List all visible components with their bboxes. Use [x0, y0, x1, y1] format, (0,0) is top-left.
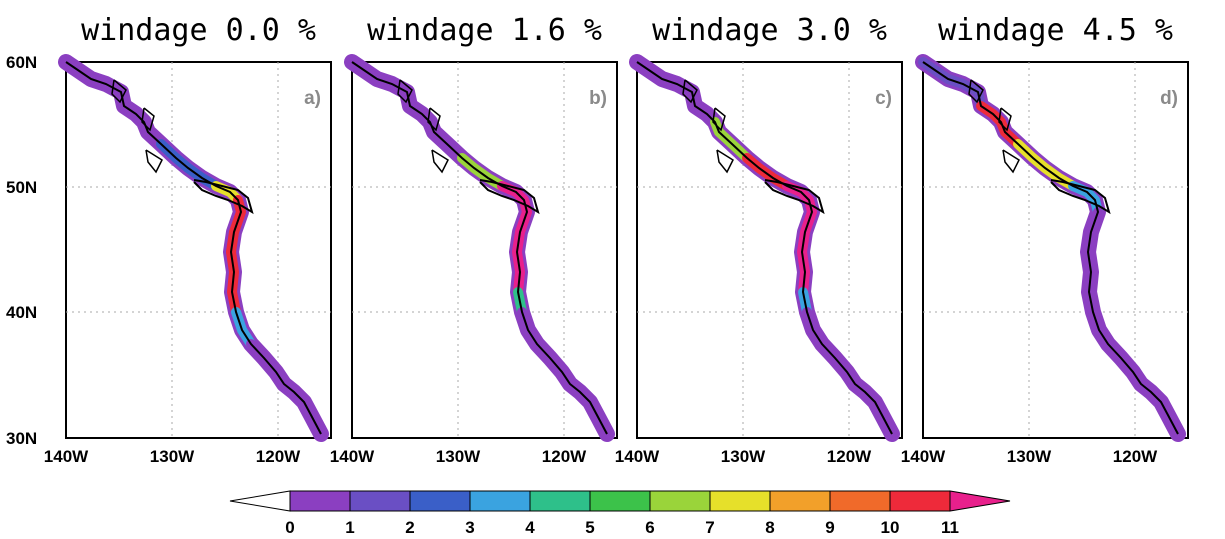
colorbar-swatch — [589, 490, 651, 512]
colorbar-swatch — [649, 490, 711, 512]
inlet-outline — [193, 179, 254, 215]
island-outline — [968, 79, 984, 104]
lon-tick-label: 130W — [1007, 447, 1052, 466]
colorbar-swatch — [349, 490, 411, 512]
map-panel-1: windage 0.0 % a) 140W 130W 120W — [44, 13, 332, 466]
colorbar-tick-label: 11 — [941, 518, 959, 537]
lon-tick-label: 130W — [436, 447, 481, 466]
inlet-outline — [1050, 179, 1111, 215]
lat-tick-label: 60N — [6, 53, 37, 72]
map-panel-2: windage 1.6 % b) 140W 130W 120W — [330, 13, 618, 466]
colorbar-tick-label: 7 — [705, 518, 714, 537]
island-outline — [1002, 149, 1020, 174]
island-outline — [998, 107, 1012, 132]
panel-title: windage 3.0 % — [652, 13, 887, 48]
colorbar-swatch — [529, 490, 591, 512]
lon-tick-label: 140W — [330, 447, 375, 466]
colorbar-tick-label: 3 — [465, 518, 474, 537]
panel-label: c) — [875, 88, 892, 109]
colorbar-tick-label: 1 — [345, 518, 354, 537]
island-outline — [716, 149, 734, 174]
inlet-outline — [479, 179, 540, 215]
colorbar-tick-label: 6 — [645, 518, 654, 537]
colorbar-swatch — [709, 490, 771, 512]
colorbar-swatch — [469, 490, 531, 512]
colorbar-swatch — [409, 490, 471, 512]
panel-label: d) — [1160, 88, 1178, 109]
panel-title: windage 0.0 % — [81, 13, 316, 48]
island-outline — [397, 79, 413, 104]
island-outline — [141, 107, 155, 132]
lon-tick-label: 140W — [615, 447, 660, 466]
colorbar-swatch — [289, 490, 351, 512]
colorbar-tick-label: 8 — [765, 518, 774, 537]
lon-tick-label: 120W — [542, 447, 587, 466]
colorbar-tick-label: 10 — [881, 518, 900, 537]
lat-tick-label: 30N — [6, 429, 37, 448]
panel-label: a) — [304, 88, 321, 109]
colorbar: 0 1 2 3 4 5 6 7 8 9 10 11 — [229, 490, 1011, 537]
island-outline — [682, 79, 698, 104]
panel-title: windage 4.5 % — [938, 13, 1173, 48]
colorbar-tick-label: 2 — [405, 518, 414, 537]
lon-tick-label: 140W — [44, 447, 89, 466]
lon-tick-label: 120W — [1113, 447, 1158, 466]
inlet-outline — [764, 179, 825, 215]
colorbar-swatch — [889, 490, 951, 512]
lon-tick-label: 140W — [901, 447, 946, 466]
colorbar-low-arrow — [229, 490, 291, 512]
colorbar-tick-label: 4 — [525, 518, 535, 537]
colorbar-swatch — [829, 490, 891, 512]
colorbar-high-arrow — [949, 490, 1011, 512]
panel-label: b) — [589, 88, 607, 109]
island-outline — [111, 79, 127, 104]
lon-tick-label: 120W — [827, 447, 872, 466]
lat-tick-label: 40N — [6, 303, 37, 322]
panel-title: windage 1.6 % — [367, 13, 602, 48]
map-panel-3: windage 3.0 % c) 140W 130W 120W — [615, 13, 903, 466]
lon-tick-label: 130W — [150, 447, 195, 466]
island-outline — [427, 107, 441, 132]
island-outline — [431, 149, 449, 174]
island-outline — [712, 107, 726, 132]
colorbar-tick-label: 9 — [825, 518, 834, 537]
colorbar-tick-label: 5 — [585, 518, 594, 537]
lat-tick-label: 50N — [6, 178, 37, 197]
colorbar-tick-label: 0 — [285, 518, 294, 537]
island-outline — [145, 149, 163, 174]
lon-tick-label: 120W — [256, 447, 301, 466]
lon-tick-label: 130W — [721, 447, 766, 466]
map-panel-4: windage 4.5 % d) 140W 130W 120W — [901, 13, 1189, 466]
colorbar-swatch — [769, 490, 831, 512]
